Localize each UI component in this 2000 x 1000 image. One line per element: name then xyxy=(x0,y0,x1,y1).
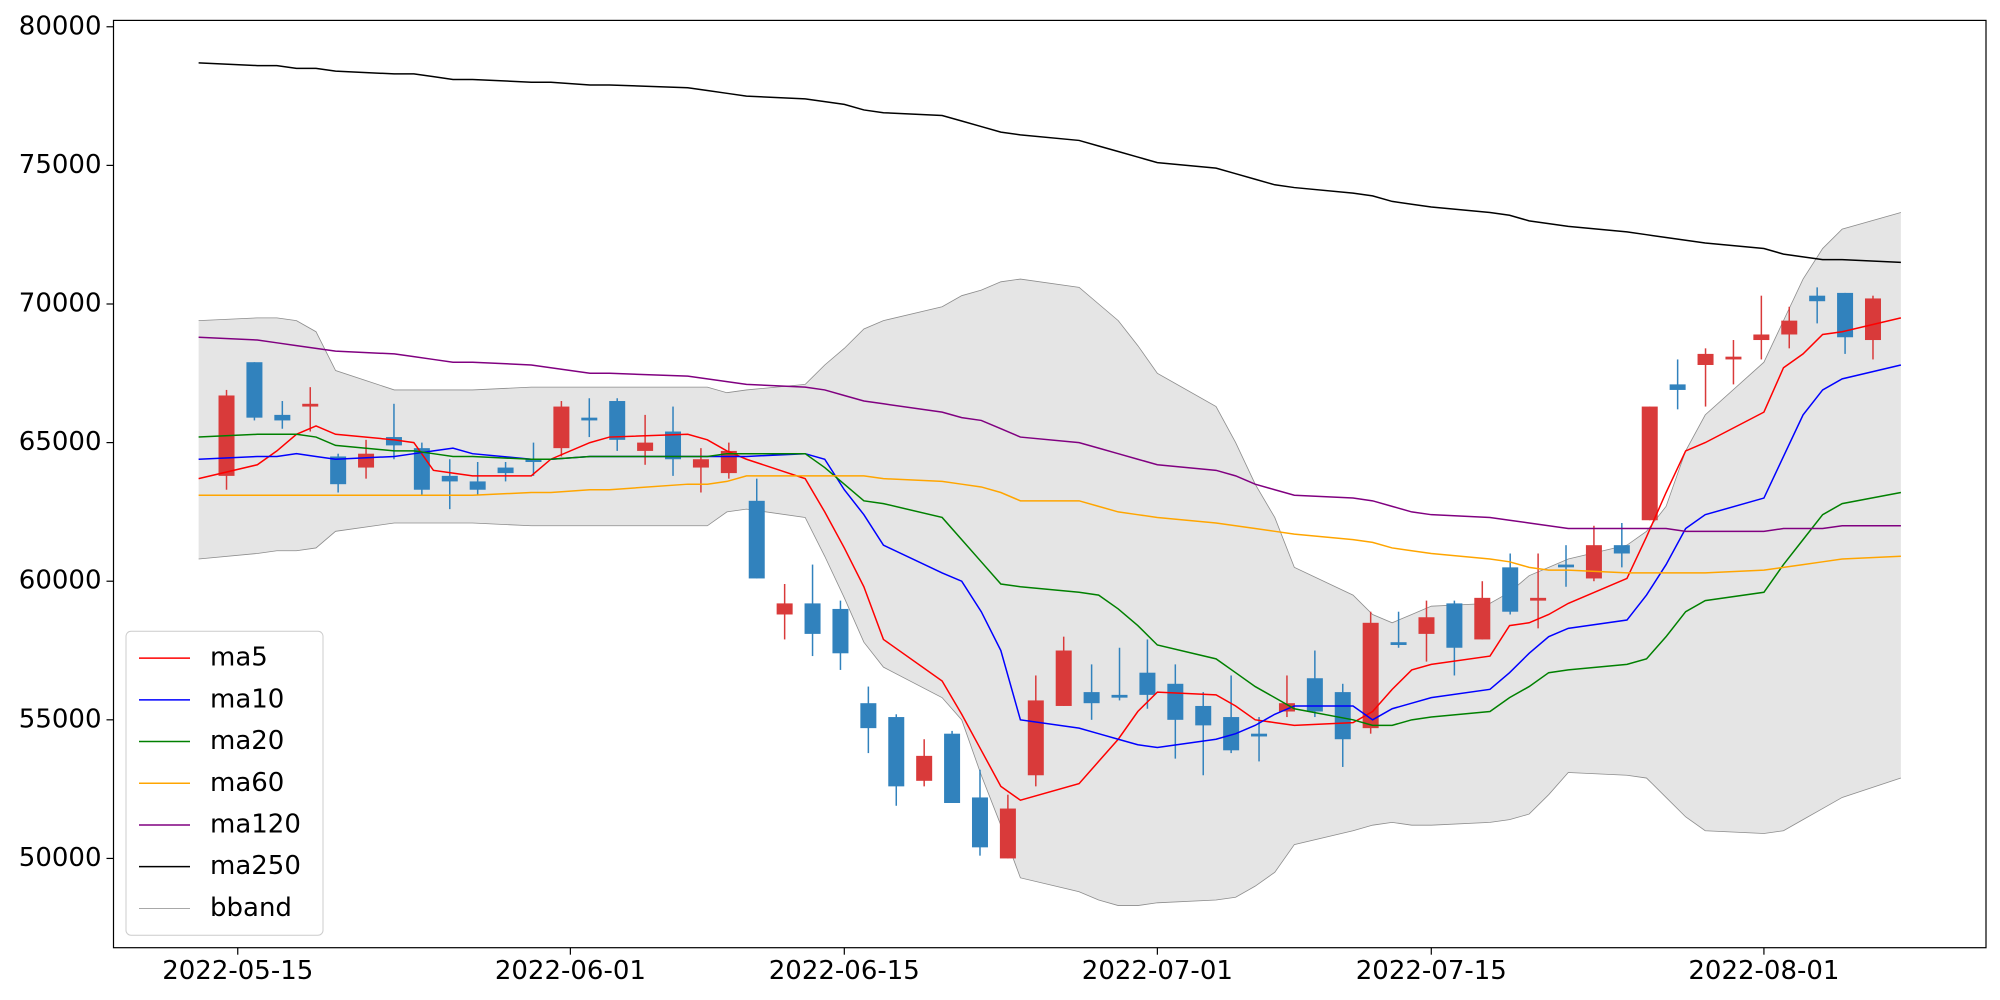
candle-body xyxy=(1418,617,1435,634)
candle-body xyxy=(832,608,849,654)
legend-label: ma60 xyxy=(210,768,284,798)
candle-body xyxy=(1223,717,1240,751)
legend-label: bband xyxy=(210,893,292,923)
candle-body xyxy=(776,603,793,615)
candle-body xyxy=(497,467,514,474)
candle-body xyxy=(999,808,1016,859)
candle-body xyxy=(860,703,877,729)
x-tick-label: 2022-05-15 xyxy=(162,956,313,986)
y-tick-label: 80000 xyxy=(19,11,102,41)
ma-line xyxy=(198,433,1902,727)
candle-body xyxy=(1781,320,1798,335)
candle-body xyxy=(1139,672,1156,695)
candle-body xyxy=(609,401,626,440)
candle-body xyxy=(385,437,402,446)
candle-body xyxy=(888,717,905,787)
candle-body xyxy=(1809,295,1826,302)
ma-line xyxy=(198,364,1902,749)
legend-label: ma5 xyxy=(210,643,268,673)
ma-line xyxy=(198,317,1902,802)
x-tick-label: 2022-06-15 xyxy=(769,956,920,986)
legend-label: ma120 xyxy=(210,809,301,839)
plot-frame xyxy=(112,19,1987,949)
candle-body xyxy=(1111,694,1128,698)
ma-line xyxy=(198,336,1901,533)
candle-body xyxy=(358,453,375,468)
candle-body xyxy=(1669,384,1686,390)
legend-label: ma10 xyxy=(210,684,284,714)
x-tick-label: 2022-07-15 xyxy=(1356,956,1507,986)
candle-body xyxy=(1362,622,1379,729)
candle-body xyxy=(1530,597,1547,601)
candle-body xyxy=(804,603,821,634)
bband-area xyxy=(198,212,1901,906)
y-tick-label: 50000 xyxy=(19,843,102,873)
candle-body xyxy=(944,733,961,803)
candle-body xyxy=(330,456,347,485)
legend-box xyxy=(125,630,324,936)
candle-body xyxy=(1027,700,1044,776)
candle-body xyxy=(971,797,988,848)
candle-body xyxy=(302,403,319,407)
ma-line xyxy=(198,62,1901,264)
candle-body xyxy=(916,755,933,781)
y-tick-label: 70000 xyxy=(19,288,102,318)
candle-body xyxy=(1753,334,1770,341)
candle-body xyxy=(1278,703,1295,712)
candle-body xyxy=(1641,406,1658,521)
x-tick-label: 2022-08-01 xyxy=(1688,956,1839,986)
y-tick-label: 60000 xyxy=(19,566,102,596)
candle-body xyxy=(274,414,291,421)
candle-body xyxy=(581,417,598,421)
y-tick-label: 55000 xyxy=(19,704,102,734)
candle-body xyxy=(1725,356,1742,360)
candle-body xyxy=(665,431,682,460)
candle-body xyxy=(1474,597,1491,640)
candle-body xyxy=(246,362,263,418)
candle-body xyxy=(1446,603,1463,648)
candle-body xyxy=(1390,642,1407,645)
candle-body xyxy=(1837,292,1854,338)
candle-body xyxy=(692,459,709,468)
candle-body xyxy=(441,475,458,482)
candle-body xyxy=(1083,692,1100,704)
x-tick-label: 2022-07-01 xyxy=(1082,956,1233,986)
candle-body xyxy=(1251,733,1268,737)
legend-label: ma250 xyxy=(210,851,301,881)
candle-body xyxy=(1585,545,1602,579)
candle-body xyxy=(1613,545,1630,554)
candle-body xyxy=(1558,564,1575,568)
y-tick-label: 65000 xyxy=(19,427,102,457)
x-tick-label: 2022-06-01 xyxy=(495,956,646,986)
legend: ma5 ma10 ma20 ma60 ma120 ma250 bband xyxy=(125,630,324,936)
y-tick-label: 75000 xyxy=(19,150,102,180)
candle-body xyxy=(1306,678,1323,712)
legend-label: ma20 xyxy=(210,726,284,756)
candle-body xyxy=(1697,353,1714,365)
candle-body xyxy=(1334,692,1351,740)
candle-body xyxy=(1167,683,1184,720)
candle-body xyxy=(637,442,654,451)
ma-line xyxy=(198,475,1901,574)
candle-body xyxy=(1864,298,1881,341)
candle-body xyxy=(469,481,486,490)
candle-body xyxy=(1195,705,1212,726)
candle-body xyxy=(1502,567,1519,612)
candle-body xyxy=(525,459,542,463)
candle-body xyxy=(1055,650,1072,706)
bband-edge xyxy=(198,212,1901,624)
candle-body xyxy=(748,500,765,579)
candle-body xyxy=(553,406,570,449)
bband-edge xyxy=(198,508,1902,906)
